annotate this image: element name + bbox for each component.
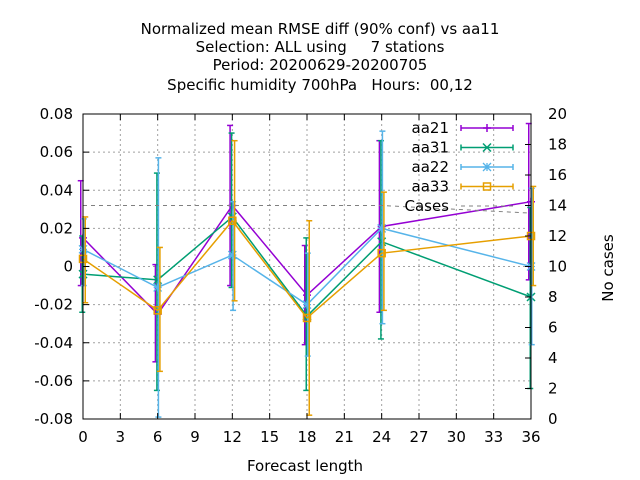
- title-line-2: Selection: ALL using 7 stations: [196, 38, 445, 56]
- y2-tick-label: 2: [548, 380, 558, 398]
- x-tick-label: 9: [190, 428, 200, 446]
- y-tick-label: 0.06: [40, 143, 73, 161]
- data-point: [227, 250, 237, 260]
- legend-label-aa21: aa21: [412, 119, 449, 137]
- y2-tick-label: 12: [548, 227, 567, 245]
- y2-tick-label: 20: [548, 105, 567, 123]
- x-axis-label: Forecast length: [247, 457, 363, 475]
- y-axis-right: 0 2 4 6 8 10 12 14 16 18 20: [525, 105, 567, 428]
- y-tick-label: 0.08: [40, 105, 73, 123]
- y2-tick-label: 8: [548, 288, 558, 306]
- data-point: [302, 313, 312, 323]
- y-tick-label: 0.04: [40, 181, 73, 199]
- legend-marker: [483, 124, 491, 132]
- data-point: [153, 306, 162, 315]
- x-tick-label: 6: [153, 428, 163, 446]
- x-tick-label: 27: [409, 428, 428, 446]
- y-tick-label: -0.06: [34, 372, 73, 390]
- legend-label-aa33: aa33: [412, 178, 449, 196]
- title-line-1: Normalized mean RMSE diff (90% conf) vs …: [141, 20, 500, 38]
- legend-marker: [482, 182, 492, 191]
- x-tick-label: 0: [78, 428, 88, 446]
- x-tick-label: 12: [223, 428, 242, 446]
- legend-label-aa22: aa22: [412, 158, 449, 176]
- series-line-cases: [83, 205, 532, 214]
- y-tick-label: -0.08: [34, 410, 73, 428]
- series-line-aa33: [82, 219, 532, 320]
- data-point: [228, 216, 237, 225]
- data-point: [377, 248, 386, 258]
- x-tick-label: 36: [521, 428, 540, 446]
- y-tick-label: -0.02: [34, 296, 73, 314]
- y2-tick-label: 16: [548, 166, 567, 184]
- y2-tick-label: 0: [548, 410, 558, 428]
- legend-marker: [482, 162, 492, 172]
- data-point: [153, 283, 163, 292]
- x-tick-label: 18: [297, 428, 316, 446]
- y2-tick-label: 10: [548, 258, 567, 276]
- x-tick-label: 33: [484, 428, 503, 446]
- y2-tick-label: 14: [548, 197, 567, 215]
- title-line-4: Specific humidity 700hPa Hours: 00,12: [167, 76, 473, 94]
- y-axis-left: -0.08 -0.06 -0.04 -0.02 0 0.02 0.04 0.06 0.08: [34, 105, 89, 428]
- y-tick-label: 0.02: [40, 219, 73, 237]
- y2-axis-label: No cases: [599, 234, 617, 302]
- x-tick-label: 15: [260, 428, 279, 446]
- y2-tick-label: 18: [548, 136, 567, 154]
- x-axis: 0 3 6 9 12 15 18 21 24 27 30 33 36: [78, 114, 541, 446]
- data-point: [302, 300, 312, 310]
- x-tick-label: 21: [335, 428, 354, 446]
- legend-marker: [482, 142, 492, 153]
- x-tick-label: 30: [447, 428, 466, 446]
- y2-tick-label: 4: [548, 349, 558, 367]
- x-tick-label: 24: [372, 428, 391, 446]
- series-cases: [83, 205, 532, 214]
- x-tick-label: 3: [116, 428, 126, 446]
- data-point: [377, 223, 387, 233]
- legend-label-aa31: aa31: [412, 139, 449, 157]
- legend-label-cases: Cases: [404, 197, 449, 215]
- chart-title: Normalized mean RMSE diff (90% conf) vs …: [141, 20, 500, 94]
- title-line-3: Period: 20200629-20200705: [213, 56, 428, 74]
- y-tick-label: 0: [63, 258, 73, 276]
- series-aa22: [78, 130, 536, 418]
- series-line-aa22: [82, 227, 532, 306]
- y2-tick-label: 6: [548, 319, 558, 337]
- y-tick-label: -0.04: [34, 334, 73, 352]
